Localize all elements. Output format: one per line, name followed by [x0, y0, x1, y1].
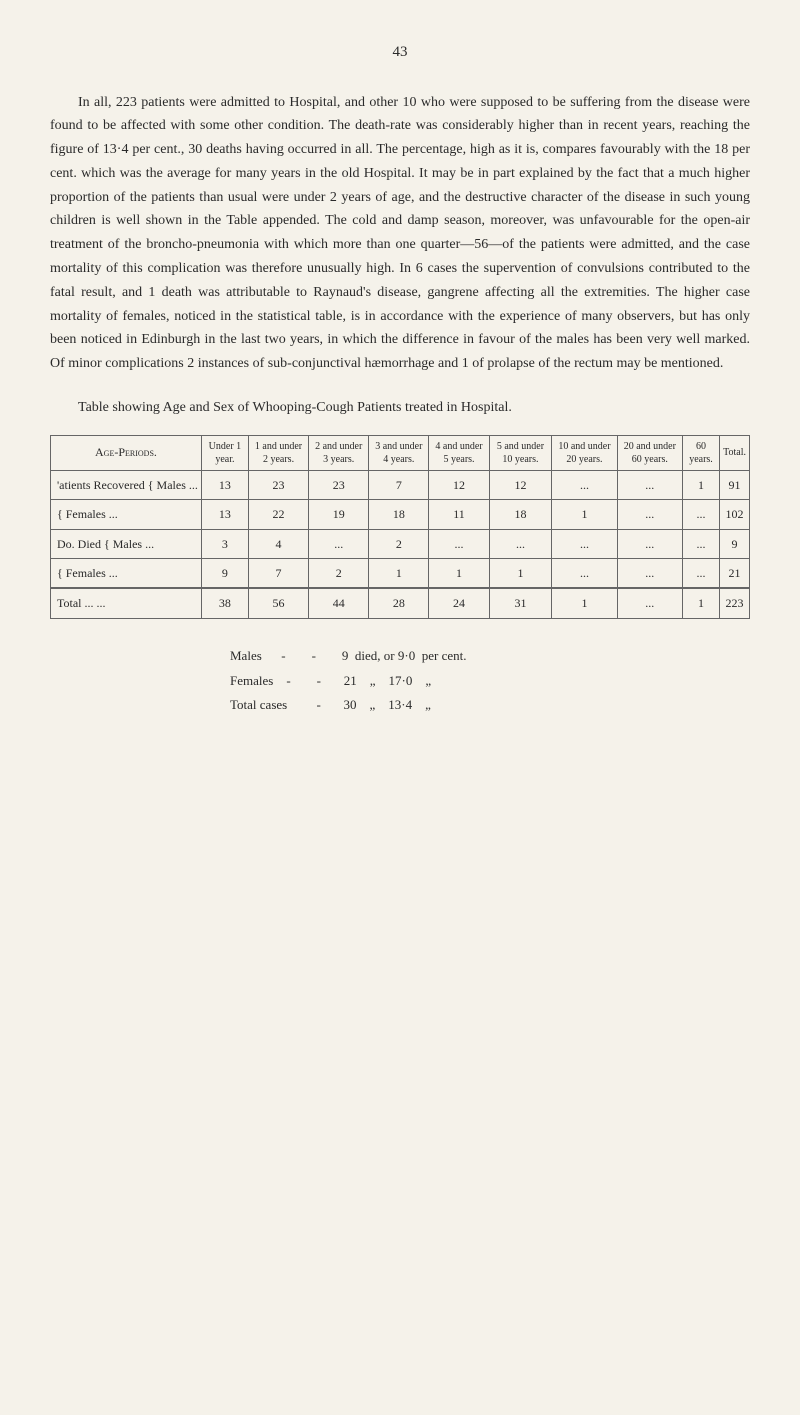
cell: ...: [682, 529, 719, 558]
cell: 23: [248, 470, 308, 499]
header-age-periods: Age-Periods.: [51, 435, 202, 470]
body-paragraph: In all, 223 patients were admitted to Ho…: [50, 91, 750, 377]
summary-line-males: Males - - 9 died, or 9·0 per cent.: [230, 644, 750, 669]
cell: 9: [201, 559, 248, 589]
row-label: Do. Died { Males ...: [51, 529, 202, 558]
cell: 2: [309, 559, 369, 589]
summary-line-females: Females - - 21 „ 17·0 „: [230, 669, 750, 694]
cell: 1: [369, 559, 429, 589]
table-caption: Table showing Age and Sex of Whooping-Co…: [50, 396, 750, 420]
table-row: { Females ... 9 7 2 1 1 1 ... ... ... 21: [51, 559, 750, 589]
cell: 38: [201, 588, 248, 618]
cell: ...: [682, 559, 719, 589]
cell: 1: [682, 588, 719, 618]
cell: ...: [617, 559, 682, 589]
cell: 56: [248, 588, 308, 618]
cell: 22: [248, 500, 308, 529]
row-label: { Females ...: [51, 559, 202, 589]
cell: 18: [369, 500, 429, 529]
cell: ...: [552, 529, 617, 558]
cell: ...: [309, 529, 369, 558]
cell: 1: [429, 559, 489, 589]
cell: 21: [720, 559, 750, 589]
cell: 1: [552, 500, 617, 529]
header-3-4: 3 and under 4 years.: [369, 435, 429, 470]
cell: ...: [617, 588, 682, 618]
cell: 1: [489, 559, 552, 589]
table-header-row: Age-Periods. Under 1 year. 1 and under 2…: [51, 435, 750, 470]
cell: ...: [682, 500, 719, 529]
row-label: { Females ...: [51, 500, 202, 529]
cell: ...: [552, 559, 617, 589]
cell: ...: [489, 529, 552, 558]
table-row: 'atients Recovered { Males ... 13 23 23 …: [51, 470, 750, 499]
cell: 102: [720, 500, 750, 529]
cell: 13: [201, 500, 248, 529]
cell: ...: [429, 529, 489, 558]
cell: 12: [489, 470, 552, 499]
header-5-10: 5 and under 10 years.: [489, 435, 552, 470]
cell: 31: [489, 588, 552, 618]
cell: 23: [309, 470, 369, 499]
cell: 9: [720, 529, 750, 558]
cell: 11: [429, 500, 489, 529]
cell: 2: [369, 529, 429, 558]
cell: 12: [429, 470, 489, 499]
header-20-60: 20 and under 60 years.: [617, 435, 682, 470]
cell: 18: [489, 500, 552, 529]
cell: ...: [552, 470, 617, 499]
cell: 3: [201, 529, 248, 558]
cell: 91: [720, 470, 750, 499]
cell: 44: [309, 588, 369, 618]
cell: 7: [248, 559, 308, 589]
cell: ...: [617, 500, 682, 529]
table-row: { Females ... 13 22 19 18 11 18 1 ... ..…: [51, 500, 750, 529]
cell: ...: [617, 529, 682, 558]
cell: 1: [682, 470, 719, 499]
cell: 24: [429, 588, 489, 618]
header-total: Total.: [720, 435, 750, 470]
cell: 223: [720, 588, 750, 618]
summary-line-total: Total cases - 30 „ 13·4 „: [230, 693, 750, 718]
cell: 28: [369, 588, 429, 618]
cell: 13: [201, 470, 248, 499]
total-label: Total ... ...: [51, 588, 202, 618]
cell: 1: [552, 588, 617, 618]
summary-block: Males - - 9 died, or 9·0 per cent. Femal…: [230, 644, 750, 718]
row-label: 'atients Recovered { Males ...: [51, 470, 202, 499]
age-sex-table: Age-Periods. Under 1 year. 1 and under 2…: [50, 435, 750, 619]
cell: 19: [309, 500, 369, 529]
header-4-5: 4 and under 5 years.: [429, 435, 489, 470]
header-2-3: 2 and under 3 years.: [309, 435, 369, 470]
cell: ...: [617, 470, 682, 499]
header-1-2: 1 and under 2 years.: [248, 435, 308, 470]
header-under-1: Under 1 year.: [201, 435, 248, 470]
header-10-20: 10 and under 20 years.: [552, 435, 617, 470]
table-row: Do. Died { Males ... 3 4 ... 2 ... ... .…: [51, 529, 750, 558]
table-total-row: Total ... ... 38 56 44 28 24 31 1 ... 1 …: [51, 588, 750, 618]
page-number: 43: [50, 40, 750, 66]
cell: 4: [248, 529, 308, 558]
header-60: 60 years.: [682, 435, 719, 470]
cell: 7: [369, 470, 429, 499]
